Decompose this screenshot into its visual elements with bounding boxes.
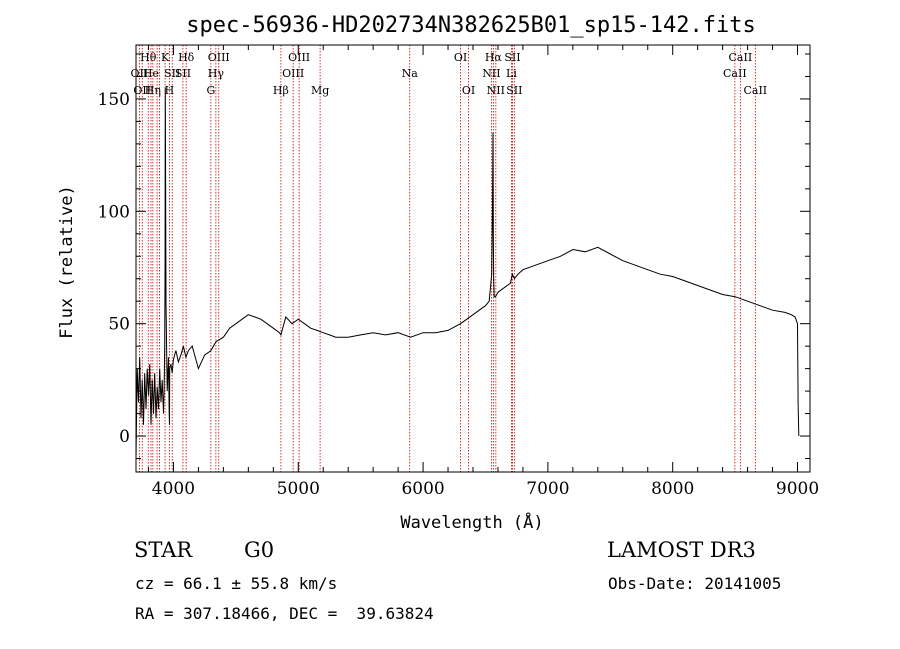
y-tick-label-100: 100	[98, 202, 130, 222]
line-marker-label-23: Hα	[485, 51, 503, 64]
spectrum-series-line	[135, 87, 800, 459]
x-tick-label-4000: 4000	[152, 479, 195, 499]
line-marker-label-27: SII	[506, 84, 522, 97]
chart-title: spec-56936-HD202734N382625B01_sp15-142.f…	[186, 13, 756, 38]
y-tick-label-0: 0	[119, 427, 130, 447]
x-tick-label-6000: 6000	[401, 479, 444, 499]
x-tick-label-9000: 9000	[776, 479, 819, 499]
line-marker-label-11: SII	[175, 67, 191, 80]
line-marker-label-24: NII	[487, 84, 505, 97]
observation-date: Obs-Date: 20141005	[608, 574, 782, 593]
line-marker-label-14: OIII	[208, 51, 230, 64]
line-marker-labels: OIIOIIHθHeHηKHSIIHδSIIGHγOIIIHβOIIIOIIIM…	[131, 51, 768, 97]
radial-velocity: cz = 66.1 ± 55.8 km/s	[135, 574, 338, 593]
line-marker-label-29: CaII	[729, 51, 753, 64]
line-marker-label-0: OII	[131, 67, 149, 80]
x-tick-label-5000: 5000	[277, 479, 320, 499]
line-marker-label-7: K	[161, 51, 170, 64]
line-marker-label-20: OI	[454, 51, 467, 64]
x-tick-label-8000: 8000	[651, 479, 694, 499]
survey-name: LAMOST DR3	[607, 538, 756, 562]
line-marker-label-15: Hβ	[273, 84, 289, 97]
line-marker-label-3: He	[143, 67, 159, 80]
line-marker-label-4: Hη	[145, 84, 161, 97]
line-marker-label-22: NII	[482, 67, 500, 80]
line-marker-label-21: OI	[462, 84, 475, 97]
line-marker-label-18: Mg	[311, 84, 329, 97]
y-tick-label-150: 150	[98, 90, 130, 110]
line-markers	[138, 45, 756, 472]
line-marker-label-8: H	[165, 84, 175, 97]
y-axis-label: Flux (relative)	[57, 185, 77, 339]
line-marker-label-28: CaII	[723, 67, 747, 80]
coordinates: RA = 307.18466, DEC = 39.63824	[135, 604, 434, 623]
axis-ticks: 4000 5000 6000 7000 8000 9000 0 50 100 150	[98, 45, 819, 499]
plot-frame	[135, 44, 811, 473]
line-marker-label-10: Hδ	[178, 51, 195, 64]
y-tick-label-50: 50	[108, 315, 130, 335]
line-marker-label-26: SII	[504, 51, 520, 64]
object-class: STAR	[134, 538, 193, 562]
line-marker-label-13: Hγ	[208, 67, 225, 80]
line-marker-label-17: OIII	[288, 51, 310, 64]
line-marker-label-30: CaII	[743, 84, 767, 97]
line-marker-label-19: Na	[402, 67, 419, 80]
line-marker-label-12: G	[206, 84, 215, 97]
line-marker-label-25: Li	[506, 67, 517, 80]
line-marker-label-16: OIII	[282, 67, 304, 80]
line-marker-label-2: Hθ	[140, 51, 157, 64]
line-marker-label-1: OII	[133, 84, 151, 97]
object-subclass: G0	[244, 538, 275, 562]
x-axis-label: Wavelength (Å)	[400, 511, 543, 533]
x-tick-label-7000: 7000	[526, 479, 569, 499]
line-marker-label-9: SII	[164, 67, 180, 80]
